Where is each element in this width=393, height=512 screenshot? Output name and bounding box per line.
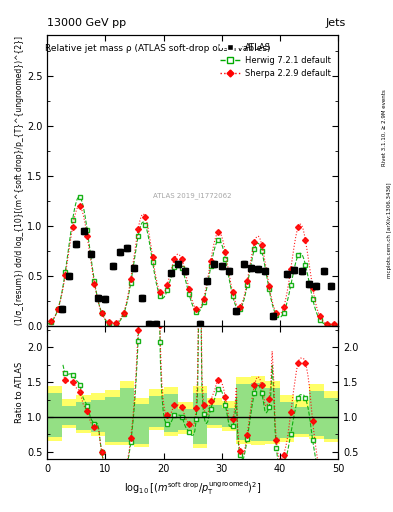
Y-axis label: (1/σ_{resum}) dσ/d log_{10}[(m^{soft drop}/p_{T}^{ungroomed})^{2}]: (1/σ_{resum}) dσ/d log_{10}[(m^{soft dro… — [15, 36, 24, 326]
Y-axis label: Ratio to ATLAS: Ratio to ATLAS — [15, 362, 24, 423]
Text: Rivet 3.1.10, ≥ 2.9M events: Rivet 3.1.10, ≥ 2.9M events — [382, 90, 387, 166]
Legend: ATLAS, Herwig 7.2.1 default, Sherpa 2.2.9 default: ATLAS, Herwig 7.2.1 default, Sherpa 2.2.… — [217, 39, 334, 81]
Text: Jets: Jets — [325, 18, 346, 28]
Text: 13000 GeV pp: 13000 GeV pp — [47, 18, 126, 28]
Text: Relative jet mass ρ (ATLAS soft-drop observables): Relative jet mass ρ (ATLAS soft-drop obs… — [45, 44, 270, 53]
Text: mcplots.cern.ch [arXiv:1306.3436]: mcplots.cern.ch [arXiv:1306.3436] — [387, 183, 392, 278]
X-axis label: $\log_{10}[(m^{\rm soft\ drop}/p_{\rm T}^{\rm ungroomed})^{2}]$: $\log_{10}[(m^{\rm soft\ drop}/p_{\rm T}… — [124, 479, 261, 497]
Text: ATLAS 2019_I1772062: ATLAS 2019_I1772062 — [153, 192, 232, 199]
